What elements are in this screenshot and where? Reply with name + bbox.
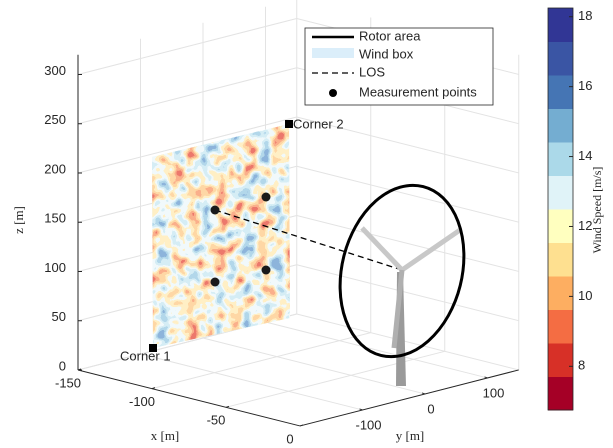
grid-line [265, 321, 488, 379]
tick-mark [225, 405, 230, 408]
blade [400, 227, 462, 273]
measurement-points [210, 192, 271, 287]
z-tick-label: 0 [59, 358, 66, 373]
colorbar-tick-label: 10 [578, 288, 592, 303]
annotation: Corner 2 [293, 116, 344, 131]
legend-swatch [329, 89, 337, 97]
colorbar-band [548, 276, 573, 310]
point [261, 192, 271, 202]
grid-line [296, 313, 519, 371]
colorbar-tick-label: 14 [578, 148, 592, 163]
colorbar-band [548, 8, 573, 42]
colorbar-label: Wind Speed [m/s] [590, 167, 604, 254]
grid-line [296, 165, 519, 223]
y-tick-label: 100 [483, 385, 505, 400]
grid-line [77, 116, 297, 174]
y-tick-label: -100 [355, 417, 381, 432]
annotation: Corner 1 [120, 348, 171, 363]
grid-line [202, 337, 426, 395]
colorbar: 8 10 12 14 16 18 [547, 7, 592, 411]
x-axis [77, 369, 301, 427]
point [210, 205, 220, 215]
legend-label: LOS [359, 64, 385, 79]
turbine [338, 183, 466, 386]
grid-line [140, 353, 363, 411]
colorbar-frame [547, 7, 574, 411]
tick-mark [359, 408, 363, 411]
tick-mark [299, 424, 304, 427]
point [261, 265, 271, 275]
tick-mark [151, 387, 156, 390]
colorbar-tick-label: 12 [578, 218, 592, 233]
x-tick-label: -50 [207, 413, 226, 428]
corner-marker [149, 344, 157, 352]
z-tick-label: 50 [52, 309, 66, 324]
x-axis-label: x [m] [151, 428, 180, 443]
legend-swatch [312, 48, 354, 58]
colorbar-band [548, 41, 573, 76]
point [210, 277, 220, 287]
rotor-area [338, 183, 466, 359]
z-tick-label: 300 [44, 63, 66, 78]
z-tick-label: 100 [44, 260, 66, 275]
colorbar-band [548, 209, 573, 243]
y-axis-label: y [m] [396, 428, 425, 443]
y-axis [299, 369, 519, 427]
grid-line [296, 215, 519, 272]
grid-line [151, 332, 371, 390]
grid-line [296, 264, 519, 322]
blade [360, 226, 404, 272]
corner-marker [285, 120, 293, 128]
colorbar-band [548, 175, 573, 210]
grid-line [77, 67, 297, 125]
colorbar-band [548, 108, 573, 143]
grid-line [296, 116, 519, 174]
z-tick-label: 150 [44, 211, 66, 226]
z-tick-label: 200 [44, 161, 66, 176]
legend-label: Wind box [359, 46, 414, 61]
colorbar-band [548, 75, 573, 109]
legend: Rotor area Wind box LOS Measurement poin… [304, 27, 494, 106]
colorbar-band [548, 309, 573, 344]
z-axis-label: z [m] [11, 206, 26, 234]
colorbar-band [548, 242, 573, 277]
x-tick-label: 0 [286, 431, 293, 446]
colorbar-tick-label: 18 [578, 8, 592, 23]
colorbar-tick-label: 8 [578, 358, 585, 373]
z-tick-label: 250 [44, 112, 66, 127]
x-tick-label: -150 [55, 375, 81, 390]
tick-mark [421, 392, 426, 395]
legend-label: Measurement points [359, 84, 477, 99]
colorbar-band [548, 376, 573, 411]
x-tick-label: -100 [129, 394, 155, 409]
blade [391, 269, 405, 349]
los-line [214, 209, 403, 271]
y-tick-label: 0 [427, 401, 434, 416]
legend-label: Rotor area [359, 28, 421, 43]
colorbar-tick-label: 16 [578, 78, 592, 93]
grid-line [77, 18, 297, 75]
grid-line [225, 350, 445, 408]
wind-field [152, 124, 290, 348]
colorbar-band [548, 142, 573, 176]
colorbar-band [548, 343, 573, 377]
tick-mark [484, 376, 488, 379]
